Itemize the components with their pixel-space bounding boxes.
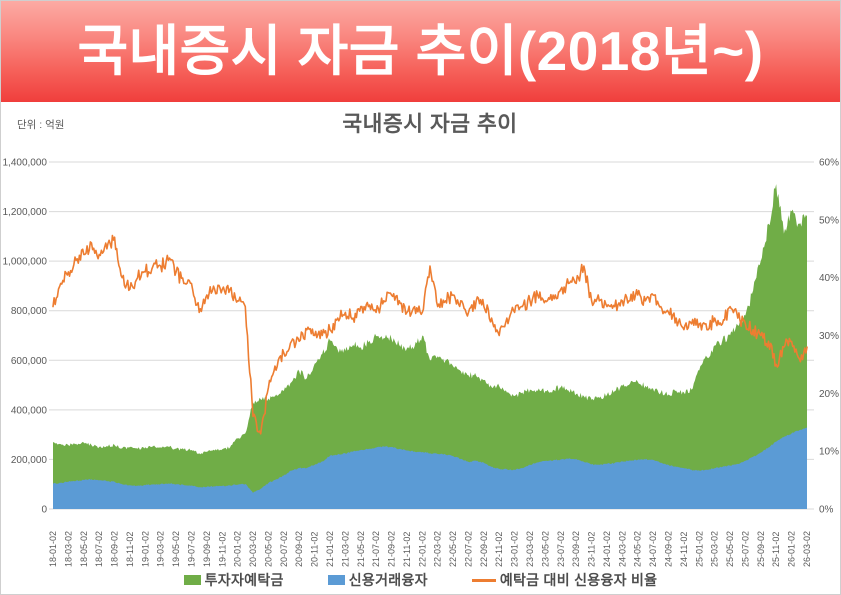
credit-area [53, 427, 807, 509]
chart-title: 국내증시 자금 추이 [342, 112, 518, 136]
banner-title: 국내증시 자금 추이(2018년~) [77, 20, 764, 82]
x-tick-label: 20-03-02 [248, 531, 258, 567]
x-tick-label: 25-01-02 [694, 531, 704, 567]
x-tick-label: 18-05-02 [79, 531, 89, 567]
x-tick-label: 21-09-02 [387, 531, 397, 567]
x-tick-label: 22-05-02 [448, 531, 458, 567]
y-left-tick-label: 1,200,000 [3, 207, 48, 218]
x-tick-label: 18-01-02 [48, 531, 58, 567]
x-tick-label: 22-07-02 [463, 531, 473, 567]
x-tick-label: 24-11-02 [679, 532, 689, 567]
x-tick-label: 20-11-02 [310, 532, 320, 567]
x-tick-label: 26-01-02 [787, 531, 797, 567]
x-tick-label: 22-01-02 [417, 531, 427, 567]
ratio-line [52, 234, 808, 435]
x-tick-label: 26-03-02 [802, 531, 812, 567]
x-tick-label: 24-09-02 [664, 531, 674, 567]
x-tick-label: 19-11-02 [217, 532, 227, 567]
legend-item-credit: 신용거래융자 [327, 570, 428, 590]
y-axis-left-labels: 0 200,000 400,000 600,000 800,000 1,000,000 1,… [3, 158, 48, 516]
deposits-area [53, 184, 807, 509]
x-tick-label: 23-11-02 [587, 532, 597, 567]
y-axis-right-labels: 0% 10% 20% 30% 40% 50% 60% [819, 158, 839, 516]
x-tick-label: 18-07-02 [94, 531, 104, 567]
x-tick-label: 21-07-02 [371, 531, 381, 567]
x-tick-label: 23-07-02 [556, 531, 566, 567]
y-right-tick-label: 50% [819, 215, 839, 226]
x-tick-label: 20-09-02 [294, 531, 304, 567]
y-right-tick-label: 30% [819, 331, 839, 342]
x-tick-label: 20-01-02 [233, 531, 243, 567]
x-tick-label: 23-01-02 [510, 531, 520, 567]
x-tick-label: 21-01-02 [325, 531, 335, 567]
x-tick-label: 23-03-02 [525, 531, 535, 567]
x-axis-labels: 18-01-02 18-03-02 18-05-02 18-07-02 18-09-02… [48, 531, 812, 567]
x-tick-label: 23-09-02 [571, 531, 581, 567]
x-tick-label: 24-01-02 [602, 531, 612, 567]
deposits-area-swatch-icon [183, 575, 201, 585]
legend-item-deposits: 투자자예탁금 [183, 570, 284, 590]
x-tick-label: 22-03-02 [433, 531, 443, 567]
legend-label-deposits: 투자자예탁금 [204, 572, 284, 588]
x-tick-label: 19-03-02 [156, 531, 166, 567]
axis-unit-label: 단위 : 억원 [17, 119, 65, 131]
y-left-tick-label: 400,000 [11, 405, 48, 416]
y-left-tick-label: 0 [41, 505, 47, 516]
y-left-tick-label: 1,000,000 [3, 257, 48, 268]
legend-label-ratio: 예탁금 대비 신용융자 비율 [499, 572, 658, 588]
x-tick-label: 25-11-02 [771, 532, 781, 567]
y-right-tick-label: 60% [819, 158, 839, 169]
chart-legend: 투자자예탁금 신용거래융자 예탁금 대비 신용융자 비율 [1, 570, 840, 590]
x-tick-label: 24-07-02 [648, 531, 658, 567]
y-right-tick-label: 20% [819, 389, 839, 400]
y-right-tick-label: 0% [819, 505, 834, 516]
x-tick-label: 21-03-02 [340, 531, 350, 567]
x-tick-label: 25-07-02 [740, 531, 750, 567]
x-tick-label: 18-11-02 [125, 532, 135, 567]
x-tick-label: 20-07-02 [279, 531, 289, 567]
x-tick-label: 21-05-02 [356, 531, 366, 567]
x-tick-label: 20-05-02 [263, 531, 273, 567]
x-tick-label: 25-09-02 [756, 531, 766, 567]
x-tick-label: 19-05-02 [171, 531, 181, 567]
legend-label-credit: 신용거래융자 [348, 572, 428, 588]
y-left-tick-label: 1,400,000 [3, 158, 48, 169]
y-right-tick-label: 10% [819, 447, 839, 458]
x-tick-label: 23-05-02 [540, 531, 550, 567]
x-tick-label: 22-11-02 [494, 532, 504, 567]
x-tick-label: 21-11-02 [402, 532, 412, 567]
x-tick-label: 18-03-02 [63, 531, 73, 567]
credit-area-swatch-icon [327, 575, 345, 585]
y-left-tick-label: 600,000 [11, 356, 48, 367]
y-right-tick-label: 40% [819, 273, 839, 284]
y-left-tick-label: 200,000 [11, 455, 48, 466]
x-tick-label: 24-05-02 [633, 531, 643, 567]
legend-item-ratio: 예탁금 대비 신용융자 비율 [471, 570, 658, 590]
ratio-line-swatch-icon [471, 578, 496, 582]
x-tick-label: 25-05-02 [725, 531, 735, 567]
x-tick-label: 18-09-02 [110, 531, 120, 567]
x-tick-label: 19-09-02 [202, 531, 212, 567]
x-tick-label: 24-03-02 [617, 531, 627, 567]
banner: 국내증시 자금 추이(2018년~) [1, 1, 840, 102]
y-left-tick-label: 800,000 [11, 306, 48, 317]
x-tick-label: 25-03-02 [710, 531, 720, 567]
x-tick-label: 19-07-02 [186, 531, 196, 567]
x-tick-label: 19-01-02 [140, 531, 150, 567]
x-tick-label: 22-09-02 [479, 531, 489, 567]
